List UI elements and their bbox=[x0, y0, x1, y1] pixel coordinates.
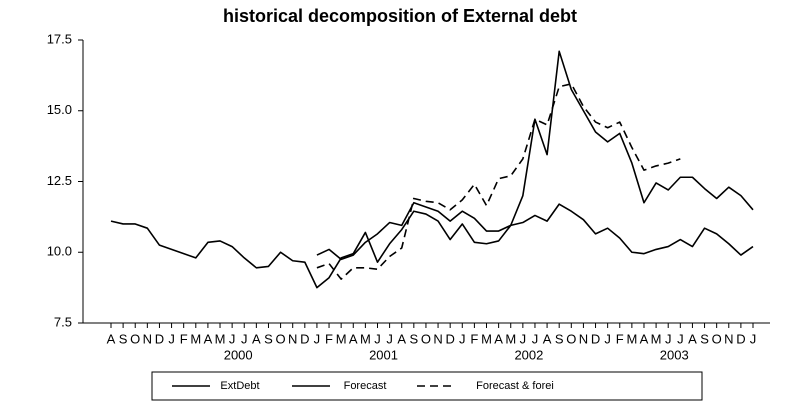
x-tick-label: M bbox=[190, 331, 201, 346]
x-tick-label: S bbox=[264, 331, 273, 346]
x-tick-label: A bbox=[107, 331, 116, 346]
x-tick-label: A bbox=[252, 331, 261, 346]
x-tick-label: F bbox=[325, 331, 333, 346]
x-tick-label: N bbox=[724, 331, 733, 346]
series-line bbox=[110, 50, 754, 289]
x-tick-label: N bbox=[288, 331, 297, 346]
year-label: 2002 bbox=[514, 347, 543, 362]
chart-title: historical decomposition of External deb… bbox=[223, 6, 577, 26]
x-tick-label: F bbox=[180, 331, 188, 346]
series-line bbox=[316, 201, 754, 261]
x-tick-label: M bbox=[626, 331, 637, 346]
x-tick-label: M bbox=[651, 331, 662, 346]
x-tick-label: D bbox=[300, 331, 309, 346]
x-tick-label: J bbox=[532, 331, 539, 346]
x-tick-label: A bbox=[494, 331, 503, 346]
x-tick-label: A bbox=[397, 331, 406, 346]
x-tick-label: D bbox=[591, 331, 600, 346]
x-tick-label: N bbox=[579, 331, 588, 346]
x-tick-label: J bbox=[386, 331, 393, 346]
x-tick-label: A bbox=[543, 331, 552, 346]
series-line bbox=[316, 83, 681, 280]
x-tick-label: J bbox=[677, 331, 684, 346]
x-tick-label: A bbox=[349, 331, 358, 346]
x-tick-label: M bbox=[360, 331, 371, 346]
legend-label: ExtDebt bbox=[220, 380, 259, 392]
x-tick-label: J bbox=[604, 331, 611, 346]
x-tick-label: J bbox=[665, 331, 672, 346]
y-tick-label: 7.5 bbox=[54, 314, 72, 329]
x-tick-label: F bbox=[470, 331, 478, 346]
x-tick-label: M bbox=[481, 331, 492, 346]
y-tick-label: 12.5 bbox=[47, 173, 72, 188]
x-tick-label: S bbox=[409, 331, 418, 346]
legend-label: Forecast & forei bbox=[476, 380, 554, 392]
x-tick-label: N bbox=[143, 331, 152, 346]
x-tick-label: O bbox=[566, 331, 576, 346]
year-label: 2001 bbox=[369, 347, 398, 362]
x-tick-label: S bbox=[700, 331, 709, 346]
x-tick-label: O bbox=[130, 331, 140, 346]
x-tick-label: M bbox=[215, 331, 226, 346]
x-tick-label: D bbox=[155, 331, 164, 346]
x-tick-label: N bbox=[433, 331, 442, 346]
x-tick-label: J bbox=[168, 331, 175, 346]
y-tick-label: 10.0 bbox=[47, 244, 72, 259]
x-tick-label: J bbox=[314, 331, 321, 346]
x-tick-label: S bbox=[119, 331, 128, 346]
x-tick-label: M bbox=[505, 331, 516, 346]
x-tick-label: O bbox=[421, 331, 431, 346]
x-tick-label: D bbox=[445, 331, 454, 346]
year-label: 2003 bbox=[660, 347, 689, 362]
x-tick-label: J bbox=[750, 331, 757, 346]
x-tick-label: O bbox=[276, 331, 286, 346]
y-tick-label: 17.5 bbox=[47, 31, 72, 46]
legend-label: Forecast bbox=[344, 380, 387, 392]
x-tick-label: J bbox=[241, 331, 248, 346]
x-tick-label: A bbox=[640, 331, 649, 346]
x-tick-label: O bbox=[712, 331, 722, 346]
x-tick-label: F bbox=[616, 331, 624, 346]
x-tick-label: A bbox=[688, 331, 697, 346]
x-tick-label: J bbox=[520, 331, 527, 346]
legend-box bbox=[151, 371, 703, 401]
year-label: 2000 bbox=[224, 347, 253, 362]
x-tick-label: D bbox=[736, 331, 745, 346]
x-tick-label: J bbox=[229, 331, 236, 346]
x-tick-label: M bbox=[336, 331, 347, 346]
x-tick-label: A bbox=[204, 331, 213, 346]
x-tick-label: J bbox=[459, 331, 466, 346]
y-tick-label: 15.0 bbox=[47, 102, 72, 117]
x-tick-label: J bbox=[374, 331, 381, 346]
x-tick-label: S bbox=[555, 331, 564, 346]
